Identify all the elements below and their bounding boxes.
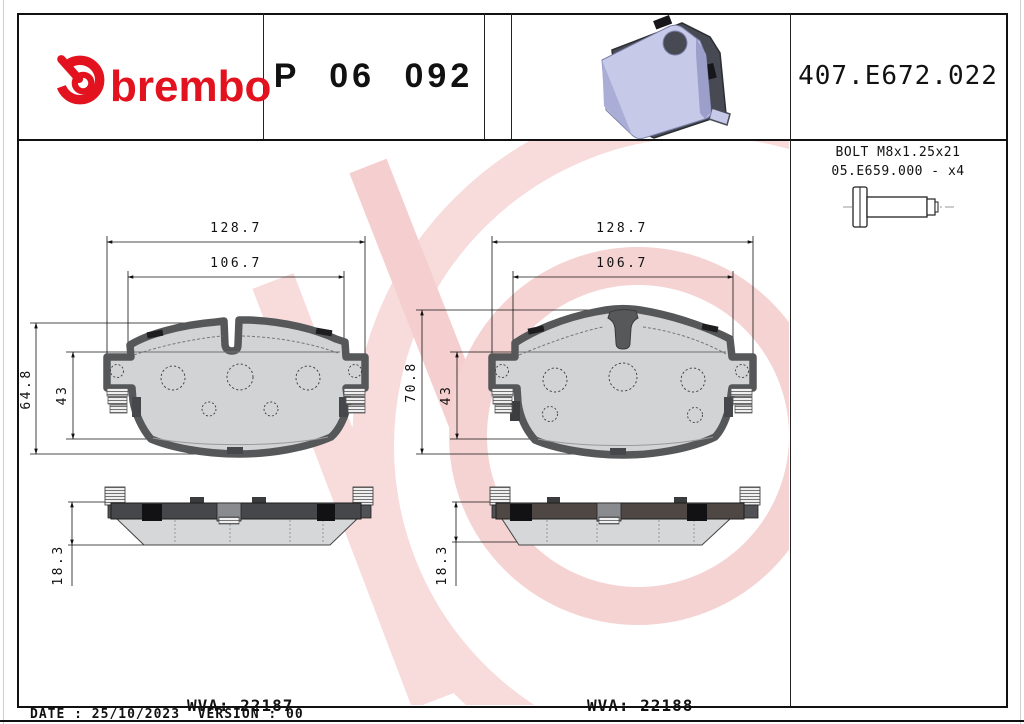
left-thickness-dimension (68, 501, 148, 586)
right-pad-wva-qty: WVA: 22188 QTY: x2 (587, 651, 693, 724)
bolt-code: 05.E659.000 - x4 (831, 164, 965, 179)
dim-right-width-outer: 128.7 (596, 221, 648, 236)
dim-left-width-outer: 128.7 (210, 221, 262, 236)
dim-right-height-inner: 43 (439, 385, 454, 406)
wva-value: 22188 (640, 696, 694, 715)
version-label: VERSION : (197, 707, 278, 722)
brand-wordmark: brembo (110, 62, 272, 111)
dim-left-height-outer: 64.8 (19, 368, 34, 409)
brake-pad-3d-image (601, 15, 731, 140)
cell-divider-3 (511, 13, 512, 139)
dim-right-height-outer: 70.8 (404, 361, 419, 402)
wva-label: WVA: (187, 696, 230, 715)
dim-left-height-inner: 43 (55, 385, 70, 406)
footer-date-version: DATE : 25/10/2023 VERSION : 00 (30, 707, 304, 722)
cell-divider-1 (263, 13, 264, 139)
left-pad-wva-qty: WVA: 22187 QTY: x2 (187, 651, 293, 724)
left-pad-front-view (103, 316, 369, 458)
page-edge-right (1020, 0, 1021, 724)
dim-right-width-inner: 106.7 (596, 256, 648, 271)
version-value: 00 (286, 707, 304, 722)
page-edge-left (3, 0, 4, 724)
part-number: P 06 092 (273, 56, 474, 95)
bolt-title: BOLT M8x1.25x21 (835, 145, 961, 160)
dim-left-thickness: 18.3 (51, 544, 66, 585)
bolt-drawing (843, 186, 955, 228)
drawing-frame (17, 13, 1008, 708)
left-pad-side-view (104, 486, 374, 546)
brembo-logo-icon (54, 54, 105, 105)
wva-value: 22187 (240, 696, 294, 715)
right-pad-side-view (489, 486, 761, 546)
technical-drawing-canvas: 128.7 106.7 64.8 43 (19, 141, 789, 705)
reference-code: 407.E672.022 (798, 61, 998, 91)
right-pad-dimension-lines (416, 236, 754, 455)
footer-bottom-rule (0, 720, 1024, 722)
right-column-divider (790, 13, 791, 706)
title-band-divider (17, 139, 1006, 141)
date-label: DATE : (30, 707, 83, 722)
date-value: 25/10/2023 (91, 707, 181, 722)
dim-left-width-inner: 106.7 (210, 256, 262, 271)
dim-right-thickness: 18.3 (435, 544, 450, 585)
right-pad-front-view (488, 304, 757, 459)
cell-divider-2 (484, 13, 485, 139)
wva-label: WVA: (587, 696, 630, 715)
